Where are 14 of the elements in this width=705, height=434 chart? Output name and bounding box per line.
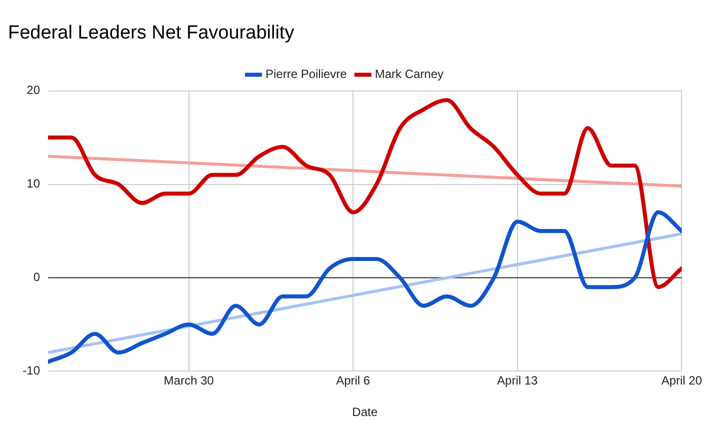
x-tick-label: April 6 — [336, 374, 370, 388]
y-tick-label: 0 — [33, 270, 40, 284]
x-tick-label: April 20 — [661, 374, 702, 388]
legend-label: Pierre Poilievre — [265, 67, 348, 82]
legend-label: Mark Carney — [374, 67, 444, 82]
y-tick-label: 10 — [26, 176, 40, 191]
chart-title: Federal Leaders Net Favourability — [8, 22, 295, 44]
line-series — [48, 98, 682, 290]
x-tick-label: March 30 — [164, 374, 214, 388]
x-axis-title: Date — [352, 405, 378, 420]
line-series — [48, 210, 682, 364]
y-tick-label: 20 — [26, 83, 40, 98]
y-tick-label: -10 — [22, 364, 40, 378]
x-tick-label: April 13 — [497, 374, 538, 388]
